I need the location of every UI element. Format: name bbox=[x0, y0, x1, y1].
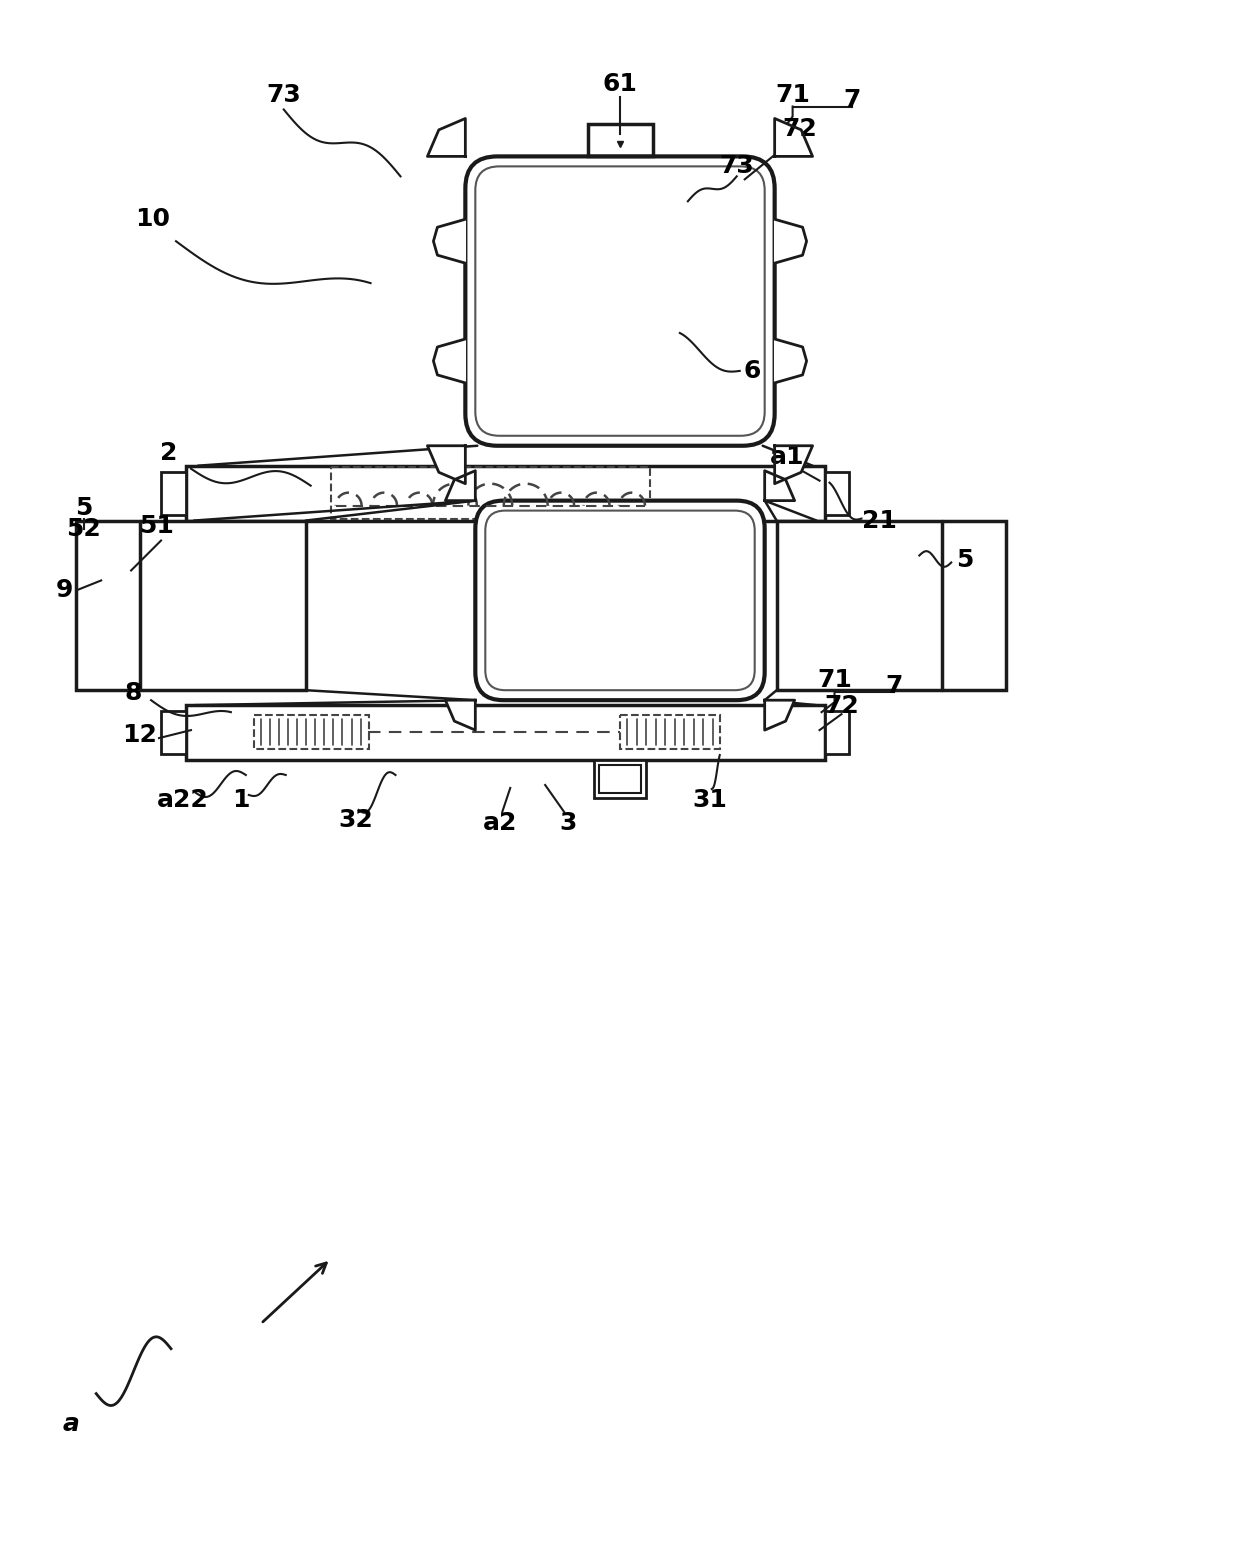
Text: 7: 7 bbox=[843, 87, 861, 112]
Polygon shape bbox=[428, 118, 465, 156]
Bar bbox=[161, 712, 186, 754]
Polygon shape bbox=[775, 118, 812, 156]
Bar bbox=[588, 125, 653, 156]
Bar bbox=[825, 712, 849, 754]
Text: 3: 3 bbox=[559, 811, 577, 835]
Bar bbox=[161, 472, 186, 515]
Text: a2: a2 bbox=[484, 811, 517, 835]
Text: 73: 73 bbox=[267, 83, 301, 106]
Text: 61: 61 bbox=[603, 72, 637, 95]
Text: 72: 72 bbox=[782, 117, 817, 142]
FancyBboxPatch shape bbox=[485, 511, 755, 690]
Polygon shape bbox=[775, 339, 806, 383]
Text: 7: 7 bbox=[885, 674, 903, 698]
Polygon shape bbox=[765, 701, 795, 730]
Text: 6: 6 bbox=[743, 360, 760, 383]
Text: 71: 71 bbox=[817, 668, 852, 693]
Bar bbox=[776, 520, 1006, 690]
Text: 72: 72 bbox=[825, 694, 859, 718]
Polygon shape bbox=[434, 220, 465, 263]
Bar bbox=[186, 705, 825, 760]
FancyBboxPatch shape bbox=[475, 501, 765, 701]
FancyBboxPatch shape bbox=[475, 167, 765, 436]
Text: a: a bbox=[63, 1412, 79, 1436]
Polygon shape bbox=[775, 445, 812, 484]
Polygon shape bbox=[765, 470, 795, 501]
Bar bbox=[599, 764, 641, 793]
Text: 1: 1 bbox=[232, 788, 249, 811]
Text: 5: 5 bbox=[956, 548, 973, 573]
Text: 8: 8 bbox=[124, 682, 141, 705]
FancyBboxPatch shape bbox=[465, 156, 775, 445]
Polygon shape bbox=[445, 470, 475, 501]
Text: 9: 9 bbox=[56, 578, 73, 603]
Text: 10: 10 bbox=[135, 207, 171, 232]
Bar bbox=[186, 466, 825, 520]
Text: 12: 12 bbox=[122, 722, 156, 747]
Text: 2: 2 bbox=[160, 441, 177, 464]
Text: a22: a22 bbox=[157, 788, 208, 811]
Text: 71: 71 bbox=[775, 83, 810, 106]
Text: 32: 32 bbox=[339, 808, 373, 831]
Text: 5: 5 bbox=[76, 495, 93, 520]
Polygon shape bbox=[445, 701, 475, 730]
Text: 21: 21 bbox=[862, 509, 897, 532]
Bar bbox=[76, 520, 306, 690]
Bar bbox=[594, 760, 646, 797]
Text: 73: 73 bbox=[719, 154, 754, 179]
Bar bbox=[825, 472, 849, 515]
Text: 31: 31 bbox=[692, 788, 727, 811]
Polygon shape bbox=[428, 445, 465, 484]
Text: 52: 52 bbox=[66, 517, 100, 540]
Bar bbox=[331, 467, 650, 518]
Text: a1: a1 bbox=[770, 445, 805, 469]
Bar bbox=[620, 715, 719, 749]
Polygon shape bbox=[434, 339, 465, 383]
Bar bbox=[254, 715, 368, 749]
Text: 51: 51 bbox=[139, 514, 174, 537]
Polygon shape bbox=[775, 220, 806, 263]
